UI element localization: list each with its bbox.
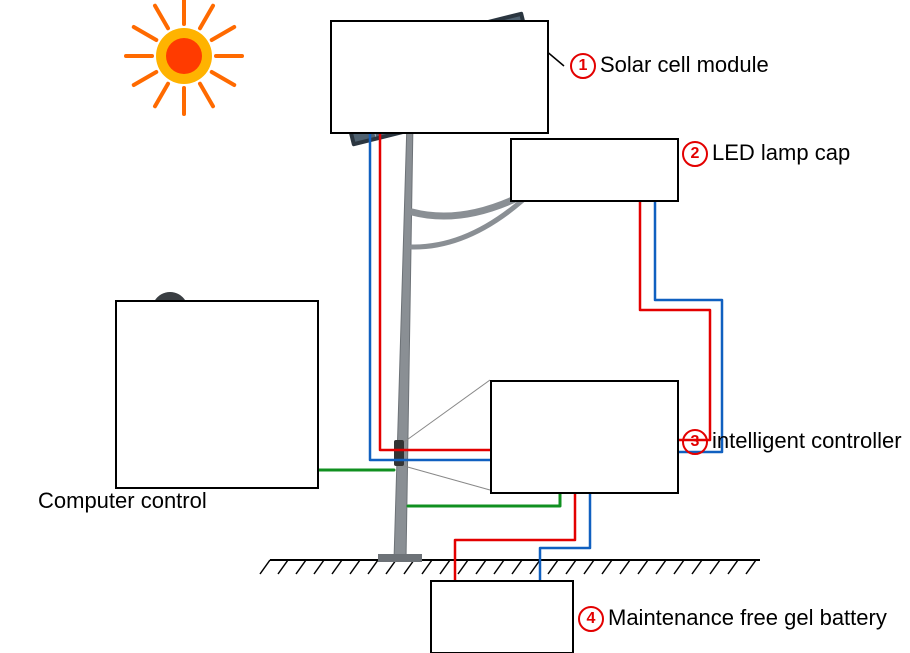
label-1-text: Solar cell module: [600, 52, 769, 77]
badge-4: 4: [578, 606, 604, 632]
label-battery: 4Maintenance free gel battery: [578, 605, 887, 632]
label-2-text: LED lamp cap: [712, 140, 850, 165]
controller-box: [490, 380, 679, 494]
diagram-stage: –++–+– 1Solar cell module 2LED lamp cap …: [0, 0, 910, 653]
label-3-text: intelligent controller: [712, 428, 902, 453]
label-solar-cell-module: 1Solar cell module: [570, 52, 769, 79]
label-computer-control: Computer control: [38, 488, 207, 514]
label-cc-text: Computer control: [38, 488, 207, 513]
badge-1: 1: [570, 53, 596, 79]
solar-panel-box: [330, 20, 549, 134]
badge-3: 3: [682, 429, 708, 455]
led-lamp-box: [510, 138, 679, 202]
label-led-lamp-cap: 2LED lamp cap: [682, 140, 850, 167]
battery-box: [430, 580, 574, 653]
computer-control-box: [115, 300, 319, 489]
badge-2: 2: [682, 141, 708, 167]
label-intelligent-controller: 3intelligent controller: [682, 428, 902, 455]
label-4-text: Maintenance free gel battery: [608, 605, 887, 630]
